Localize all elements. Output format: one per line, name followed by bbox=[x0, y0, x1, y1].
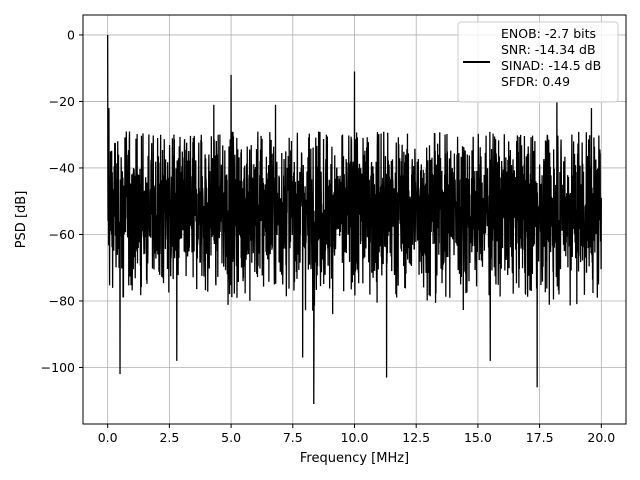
x-axis-ticks: 0.0 2.5 5.0 7.5 10.0 12.5 15.0 17.5 20.0 bbox=[98, 424, 615, 445]
x-tick-label: 12.5 bbox=[402, 430, 430, 445]
legend-box bbox=[457, 21, 619, 103]
legend-entry-sfdr: SFDR: 0.49 bbox=[501, 74, 570, 89]
legend-entry-sinad: SINAD: -14.5 dB bbox=[501, 58, 601, 73]
y-tick-label: −100 bbox=[41, 360, 75, 375]
x-tick-label: 0.0 bbox=[98, 430, 118, 445]
y-tick-label: −20 bbox=[49, 94, 75, 109]
x-tick-label: 5.0 bbox=[221, 430, 241, 445]
legend: ENOB: -2.7 bits SNR: -14.34 dB SINAD: -1… bbox=[457, 21, 619, 103]
x-axis-label: Frequency [MHz] bbox=[300, 451, 409, 466]
y-axis-label: PSD [dB] bbox=[14, 191, 29, 249]
x-tick-label: 15.0 bbox=[464, 430, 492, 445]
x-tick-label: 10.0 bbox=[341, 430, 369, 445]
x-tick-label: 17.5 bbox=[526, 430, 554, 445]
y-tick-label: 0 bbox=[67, 27, 75, 42]
legend-entry-snr: SNR: -14.34 dB bbox=[501, 42, 596, 57]
psd-series-line bbox=[107, 34, 602, 405]
y-axis-ticks: 0 −20 −40 −60 −80 −100 bbox=[41, 27, 83, 375]
x-tick-label: 20.0 bbox=[587, 430, 615, 445]
x-tick-label: 7.5 bbox=[283, 430, 303, 445]
y-tick-label: −60 bbox=[49, 227, 75, 242]
y-tick-label: −80 bbox=[49, 293, 75, 308]
series-layer bbox=[107, 34, 602, 405]
x-tick-label: 2.5 bbox=[159, 430, 179, 445]
legend-entry-enob: ENOB: -2.7 bits bbox=[501, 26, 596, 41]
y-tick-label: −40 bbox=[49, 160, 75, 175]
